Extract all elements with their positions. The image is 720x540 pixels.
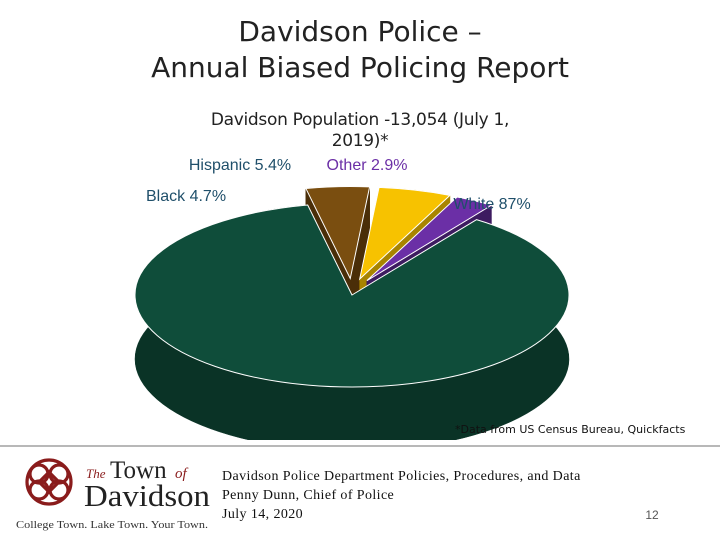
pie-top-layer [134,186,570,388]
pie-label-white: White 87% [453,196,530,213]
pie-slice-other [366,196,493,282]
footer-date: July 14, 2020 [222,507,304,522]
chart-title: Davidson Population -13,054 (July 1, 201… [210,110,510,151]
pie-slice-black [305,186,371,281]
logo-tagline: College Town. Lake Town. Your Town. [16,519,208,531]
slide-title-line-2: Annual Biased Policing Report [151,51,569,84]
slide-title: Davidson Police – Annual Biased Policing… [0,14,720,86]
footer-chief: Penny Dunn, Chief of Police [222,488,395,503]
pie-slice-white [134,204,570,388]
footer-divider [0,445,720,447]
celtic-knot-emblem [25,458,73,506]
slide-title-line-1: Davidson Police – [238,15,482,48]
page-number: 12 [645,508,659,522]
logo-name: Davidson [84,478,211,513]
source-note: *Data from US Census Bureau, Quickfacts [455,423,686,436]
town-of-davidson-logo: The Town of Davidson College Town. Lake … [16,457,211,531]
pie-chart: White 87% Black 4.7% Hispanic 5.4% Other 2.… [134,157,570,440]
pie-slice-hispanic [358,186,451,281]
pie-label-layer: White 87% Black 4.7% Hispanic 5.4% Other 2.… [146,157,531,213]
pie-label-hispanic: Hispanic 5.4% [189,157,291,174]
pie-label-other: Other 2.9% [327,157,408,174]
footer-department: Davidson Police Department Policies, Pro… [222,469,581,484]
logo-of: of [175,466,189,482]
pie-label-black: Black 4.7% [146,188,226,205]
logo-the: The [86,466,106,481]
footer-info: Davidson Police Department Policies, Pro… [222,467,642,524]
logo-town: Town [110,457,167,484]
